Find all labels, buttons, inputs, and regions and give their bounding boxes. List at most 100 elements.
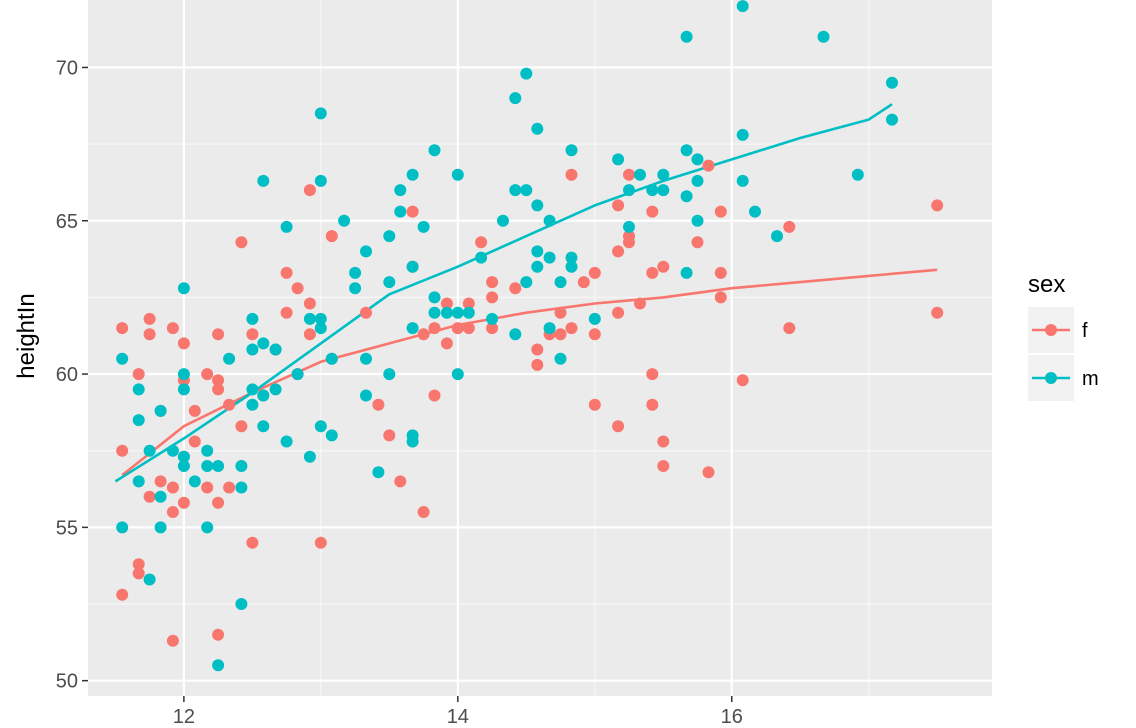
data-points bbox=[116, 0, 944, 672]
point-m bbox=[349, 266, 362, 279]
point-f bbox=[451, 322, 464, 335]
point-m bbox=[188, 475, 201, 488]
point-m bbox=[509, 328, 522, 341]
point-f bbox=[486, 276, 499, 289]
x-tick-label: 12 bbox=[173, 706, 195, 728]
point-m bbox=[406, 260, 419, 273]
point-f bbox=[325, 230, 338, 243]
point-f bbox=[201, 368, 214, 381]
point-f bbox=[931, 306, 944, 319]
point-f bbox=[623, 168, 635, 181]
point-f bbox=[657, 260, 670, 273]
point-m bbox=[177, 450, 190, 463]
point-f bbox=[212, 383, 225, 396]
point-m bbox=[612, 153, 625, 166]
point-m bbox=[177, 368, 190, 381]
point-f bbox=[246, 536, 259, 549]
point-m bbox=[680, 30, 693, 43]
point-m bbox=[554, 352, 567, 365]
point-m bbox=[212, 659, 225, 672]
y-axis: 50 55 60 65 70 bbox=[56, 57, 88, 693]
legend-item-f: f bbox=[1028, 307, 1088, 353]
point-m bbox=[257, 420, 270, 433]
point-f bbox=[657, 460, 670, 472]
point-m bbox=[132, 475, 145, 488]
point-f bbox=[714, 291, 727, 304]
point-m bbox=[383, 230, 396, 243]
point-m bbox=[691, 174, 704, 187]
point-m bbox=[771, 230, 783, 243]
point-m bbox=[383, 368, 396, 381]
point-m bbox=[177, 282, 190, 295]
legend-keys: fm bbox=[1028, 307, 1099, 401]
point-m bbox=[531, 199, 544, 212]
point-m bbox=[257, 174, 270, 187]
point-f bbox=[417, 328, 430, 341]
point-m bbox=[428, 144, 441, 157]
point-m bbox=[520, 184, 533, 197]
point-m bbox=[291, 368, 304, 381]
point-f bbox=[314, 536, 327, 549]
point-f bbox=[154, 475, 167, 488]
point-f bbox=[634, 297, 646, 310]
point-m bbox=[154, 404, 167, 417]
legend-key-point bbox=[1045, 372, 1057, 384]
point-m bbox=[691, 214, 704, 227]
legend-item-m: m bbox=[1028, 355, 1099, 401]
point-m bbox=[166, 444, 179, 457]
point-m bbox=[554, 276, 567, 289]
point-m bbox=[451, 368, 464, 381]
point-m bbox=[201, 460, 214, 472]
point-f bbox=[280, 306, 293, 319]
point-f bbox=[212, 374, 225, 387]
point-m bbox=[406, 435, 419, 448]
point-m bbox=[212, 460, 225, 472]
point-f bbox=[783, 220, 796, 233]
point-f bbox=[588, 266, 601, 279]
point-m bbox=[736, 128, 749, 141]
point-f bbox=[428, 389, 441, 402]
point-m bbox=[280, 435, 293, 448]
point-f bbox=[612, 306, 625, 319]
point-f bbox=[212, 628, 225, 641]
x-tick-label: 14 bbox=[447, 706, 469, 728]
point-m bbox=[394, 184, 407, 197]
point-m bbox=[246, 312, 259, 325]
point-m bbox=[543, 322, 556, 335]
point-f bbox=[143, 490, 156, 503]
point-m bbox=[269, 343, 282, 356]
point-f bbox=[531, 343, 544, 356]
point-m bbox=[646, 184, 659, 197]
point-f bbox=[291, 282, 304, 295]
point-m bbox=[360, 245, 372, 258]
point-f bbox=[714, 205, 727, 218]
point-f bbox=[612, 245, 625, 258]
point-f bbox=[612, 420, 625, 433]
point-m bbox=[269, 383, 282, 396]
legend-label: f bbox=[1082, 320, 1088, 342]
point-f bbox=[714, 266, 727, 279]
point-f bbox=[177, 496, 190, 509]
point-m bbox=[314, 107, 327, 120]
point-f bbox=[201, 481, 214, 494]
point-f bbox=[303, 184, 316, 197]
point-m bbox=[475, 251, 488, 264]
point-f bbox=[657, 435, 670, 448]
point-m bbox=[314, 312, 327, 325]
point-f bbox=[428, 322, 441, 335]
point-f bbox=[166, 506, 179, 518]
point-m bbox=[325, 352, 338, 365]
point-m bbox=[360, 389, 372, 402]
point-f bbox=[462, 322, 475, 335]
point-m bbox=[565, 260, 578, 273]
point-m bbox=[132, 383, 145, 396]
point-m bbox=[680, 144, 693, 157]
point-m bbox=[588, 312, 601, 325]
point-m bbox=[132, 414, 145, 427]
point-m bbox=[303, 450, 316, 463]
point-f bbox=[565, 322, 578, 335]
point-f bbox=[143, 328, 156, 341]
point-f bbox=[188, 404, 201, 417]
point-m bbox=[886, 113, 898, 126]
